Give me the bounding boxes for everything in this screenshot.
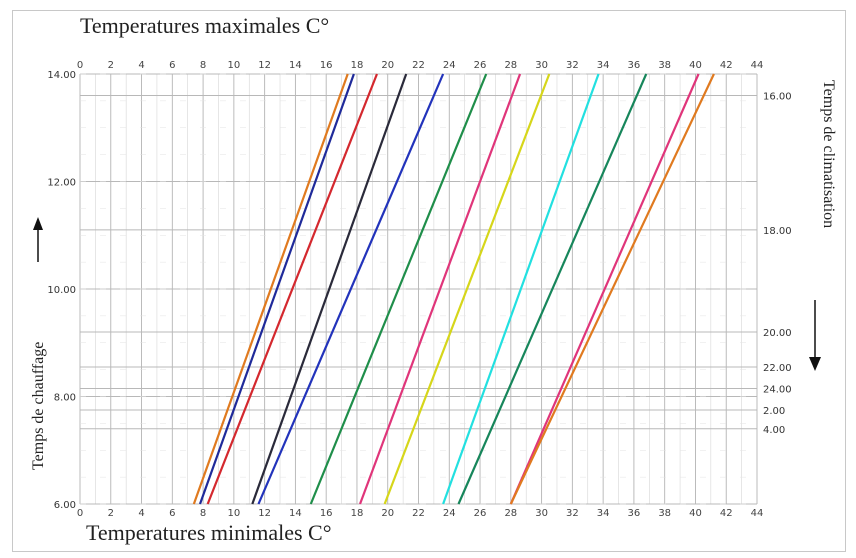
right-tick-label: 16.00: [763, 92, 792, 103]
right-tick-label: 20.00: [763, 328, 792, 339]
x-tick-top: 8: [200, 60, 206, 71]
x-tick-bottom: 16: [320, 508, 333, 519]
x-tick-top: 0: [77, 60, 83, 71]
x-tick-top: 44: [751, 60, 764, 71]
x-tick-top: 14: [289, 60, 302, 71]
x-tick-top: 28: [504, 60, 517, 71]
horizontal-gridlines: [80, 73, 757, 505]
x-tick-top: 6: [169, 60, 175, 71]
series-lines: [192, 73, 715, 505]
series-line: [206, 73, 378, 505]
tick-labels: 0022446688101012121414161618182020222224…: [47, 60, 791, 519]
series-line: [442, 73, 600, 505]
right-tick-label: 2.00: [763, 406, 785, 417]
x-tick-bottom: 36: [628, 508, 641, 519]
left-tick-label: 8.00: [54, 393, 76, 404]
x-tick-bottom: 28: [504, 508, 517, 519]
x-tick-bottom: 2: [108, 508, 114, 519]
x-tick-top: 24: [443, 60, 456, 71]
left-tick-label: 6.00: [54, 500, 76, 511]
right-tick-label: 18.00: [763, 226, 792, 237]
x-tick-top: 36: [628, 60, 641, 71]
x-tick-bottom: 34: [597, 508, 610, 519]
x-tick-top: 26: [474, 60, 487, 71]
arrow-down-icon: [809, 357, 821, 371]
x-tick-bottom: 30: [535, 508, 548, 519]
x-tick-bottom: 42: [720, 508, 733, 519]
bottom-title: Temperatures minimales C°: [86, 520, 332, 545]
x-tick-bottom: 6: [169, 508, 175, 519]
x-tick-top: 18: [351, 60, 364, 71]
x-tick-bottom: 44: [751, 508, 764, 519]
x-tick-top: 22: [412, 60, 425, 71]
series-line: [509, 73, 700, 505]
x-tick-bottom: 32: [566, 508, 579, 519]
x-tick-bottom: 18: [351, 508, 364, 519]
series-line: [457, 73, 648, 505]
x-tick-top: 20: [381, 60, 394, 71]
left-tick-label: 12.00: [47, 178, 76, 189]
x-tick-bottom: 8: [200, 508, 206, 519]
left-tick-label: 10.00: [47, 285, 76, 296]
arrow-up-icon: [33, 217, 43, 230]
right-tick-label: 24.00: [763, 384, 792, 395]
x-tick-top: 2: [108, 60, 114, 71]
series-line: [383, 73, 551, 505]
x-tick-bottom: 20: [381, 508, 394, 519]
left-tick-label: 14.00: [47, 70, 76, 81]
x-tick-top: 40: [689, 60, 702, 71]
x-tick-top: 42: [720, 60, 733, 71]
x-tick-top: 12: [258, 60, 271, 71]
series-line: [192, 73, 349, 505]
series-line: [309, 73, 488, 505]
x-tick-bottom: 10: [227, 508, 240, 519]
x-tick-top: 34: [597, 60, 610, 71]
x-tick-bottom: 26: [474, 508, 487, 519]
x-tick-bottom: 0: [77, 508, 83, 519]
x-tick-bottom: 14: [289, 508, 302, 519]
x-tick-bottom: 4: [138, 508, 144, 519]
x-tick-bottom: 12: [258, 508, 271, 519]
x-tick-top: 38: [658, 60, 671, 71]
x-tick-bottom: 24: [443, 508, 456, 519]
right-axis-label: Temps de climatisation: [820, 80, 837, 228]
x-tick-bottom: 38: [658, 508, 671, 519]
chart-frame: [12, 10, 846, 552]
series-line: [251, 73, 408, 505]
x-tick-top: 32: [566, 60, 579, 71]
series-line: [198, 73, 355, 505]
x-tick-bottom: 22: [412, 508, 425, 519]
x-tick-top: 16: [320, 60, 333, 71]
top-title: Temperatures maximales C°: [80, 13, 329, 38]
right-tick-label: 4.00: [763, 425, 785, 436]
series-line: [257, 73, 445, 505]
series-line: [509, 73, 715, 505]
x-tick-top: 4: [138, 60, 144, 71]
series-line: [359, 73, 522, 505]
x-tick-top: 10: [227, 60, 240, 71]
right-tick-label: 22.00: [763, 363, 792, 374]
x-tick-top: 30: [535, 60, 548, 71]
x-tick-bottom: 40: [689, 508, 702, 519]
left-axis-label: Temps de chauffage: [30, 342, 47, 470]
